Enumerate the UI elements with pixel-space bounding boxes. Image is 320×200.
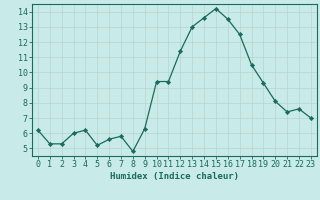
X-axis label: Humidex (Indice chaleur): Humidex (Indice chaleur) bbox=[110, 172, 239, 181]
